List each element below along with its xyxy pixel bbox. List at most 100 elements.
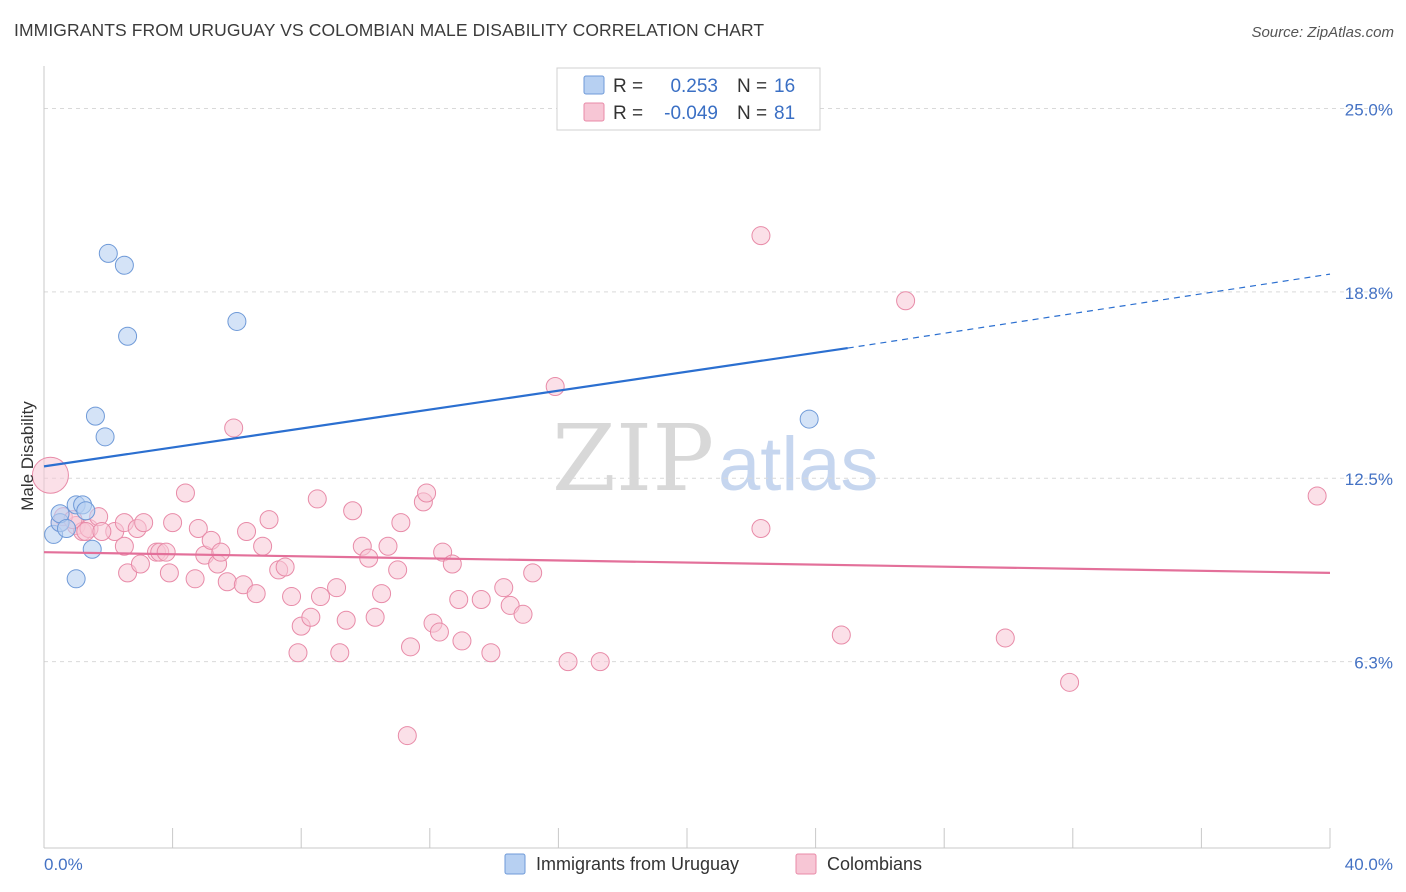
data-point-colombians xyxy=(185,569,205,589)
bottom-legend-swatch-colombians xyxy=(795,853,817,875)
data-point-colombians xyxy=(513,604,533,624)
data-point-uruguay xyxy=(114,255,134,275)
data-point-colombians xyxy=(391,513,411,533)
data-point-colombians xyxy=(471,590,491,610)
data-point-colombians xyxy=(558,652,578,672)
data-point-colombians xyxy=(751,519,771,539)
data-point-colombians xyxy=(130,554,150,574)
series-legend: Immigrants from Uruguay Colombians xyxy=(504,853,922,875)
legend-n-label: N = xyxy=(737,103,767,124)
data-point-uruguay xyxy=(227,311,247,331)
data-point-colombians xyxy=(224,418,244,438)
chart-title: IMMIGRANTS FROM URUGUAY VS COLOMBIAN MAL… xyxy=(14,20,765,40)
data-point-colombians xyxy=(429,622,449,642)
data-point-colombians xyxy=(481,643,501,663)
x-tick-label: 0.0% xyxy=(44,855,83,874)
data-point-uruguay xyxy=(85,406,105,426)
legend-n-value: 16 xyxy=(774,76,795,97)
trend-lines xyxy=(43,273,1331,574)
trend-line-uruguay xyxy=(43,346,848,468)
legend-r-label: R = xyxy=(613,103,643,124)
data-point-colombians xyxy=(31,456,69,494)
data-point-colombians xyxy=(343,501,363,521)
x-axis-labels: 0.0% 40.0% xyxy=(44,855,1393,874)
data-point-colombians xyxy=(217,572,237,592)
data-point-colombians xyxy=(253,536,273,556)
y-axis-title: Male Disability xyxy=(18,401,37,511)
data-point-uruguay xyxy=(98,243,118,263)
data-point-uruguay xyxy=(82,539,102,559)
data-point-colombians xyxy=(307,489,327,509)
data-point-colombians xyxy=(397,726,417,746)
source-credit: Source: ZipAtlas.com xyxy=(1251,24,1394,41)
y-axis-labels: 6.3% 12.5% 18.8% 25.0% xyxy=(1345,100,1393,672)
data-point-colombians xyxy=(159,563,179,583)
y-tick-label: 6.3% xyxy=(1354,654,1393,673)
legend-r-value: -0.049 xyxy=(664,103,718,124)
data-point-colombians xyxy=(301,607,321,627)
data-point-colombians xyxy=(523,563,543,583)
bottom-legend-swatch-uruguay xyxy=(504,853,526,875)
data-point-colombians xyxy=(175,483,195,503)
legend-swatch-colombians xyxy=(583,102,605,122)
watermark: ZIP atlas xyxy=(552,405,879,512)
legend-swatch-uruguay xyxy=(583,75,605,95)
data-point-colombians xyxy=(310,587,330,607)
data-point-colombians xyxy=(452,631,472,651)
data-point-colombians xyxy=(134,513,154,533)
data-point-colombians xyxy=(163,513,183,533)
data-point-colombians xyxy=(388,560,408,580)
data-point-colombians xyxy=(92,521,112,541)
legend-n-value: 81 xyxy=(774,103,795,124)
data-point-uruguay xyxy=(66,569,86,589)
y-tick-label: 18.8% xyxy=(1345,284,1393,303)
data-point-uruguay xyxy=(95,427,115,447)
data-point-colombians xyxy=(211,542,231,562)
data-point-colombians xyxy=(288,643,308,663)
data-point-colombians xyxy=(336,610,356,630)
data-point-colombians xyxy=(259,510,279,530)
data-point-colombians xyxy=(896,291,916,311)
data-point-colombians xyxy=(1307,486,1327,506)
legend-r-label: R = xyxy=(613,76,643,97)
watermark-zip: ZIP xyxy=(552,405,714,512)
y-tick-label: 25.0% xyxy=(1345,100,1393,119)
data-point-colombians xyxy=(327,578,347,598)
data-point-colombians xyxy=(282,587,302,607)
data-point-colombians xyxy=(237,521,257,541)
data-point-colombians xyxy=(156,542,176,562)
trend-line-colombians xyxy=(43,551,1331,574)
data-point-colombians xyxy=(417,483,437,503)
bottom-legend-label-uruguay: Immigrants from Uruguay xyxy=(536,854,739,874)
data-point-colombians xyxy=(188,519,208,539)
data-point-colombians xyxy=(246,584,266,604)
data-point-colombians xyxy=(275,557,295,577)
bottom-legend-label-colombians: Colombians xyxy=(827,854,922,874)
data-point-colombians xyxy=(365,607,385,627)
data-point-colombians xyxy=(449,590,469,610)
data-point-colombians xyxy=(751,226,771,246)
x-tick-label: 40.0% xyxy=(1345,855,1393,874)
legend-n-label: N = xyxy=(737,76,767,97)
y-tick-label: 12.5% xyxy=(1345,470,1393,489)
data-point-uruguay xyxy=(57,519,77,539)
grid xyxy=(44,107,1392,663)
trend-line-uruguay-extension xyxy=(847,273,1331,349)
data-point-colombians xyxy=(494,578,514,598)
data-point-uruguay xyxy=(799,409,819,429)
data-point-colombians xyxy=(590,652,610,672)
data-point-colombians xyxy=(378,536,398,556)
series-uruguay xyxy=(44,243,819,589)
data-point-uruguay xyxy=(76,501,96,521)
legend-r-value: 0.253 xyxy=(670,76,718,97)
data-point-colombians xyxy=(831,625,851,645)
data-point-uruguay xyxy=(118,326,138,346)
data-point-colombians xyxy=(1060,672,1080,692)
data-point-colombians xyxy=(372,584,392,604)
watermark-atlas: atlas xyxy=(718,422,879,507)
data-point-colombians xyxy=(330,643,350,663)
data-point-colombians xyxy=(401,637,421,657)
stats-legend: R = 0.253 N = 16 R = -0.049 N = 81 xyxy=(556,67,821,131)
data-point-colombians xyxy=(114,536,134,556)
